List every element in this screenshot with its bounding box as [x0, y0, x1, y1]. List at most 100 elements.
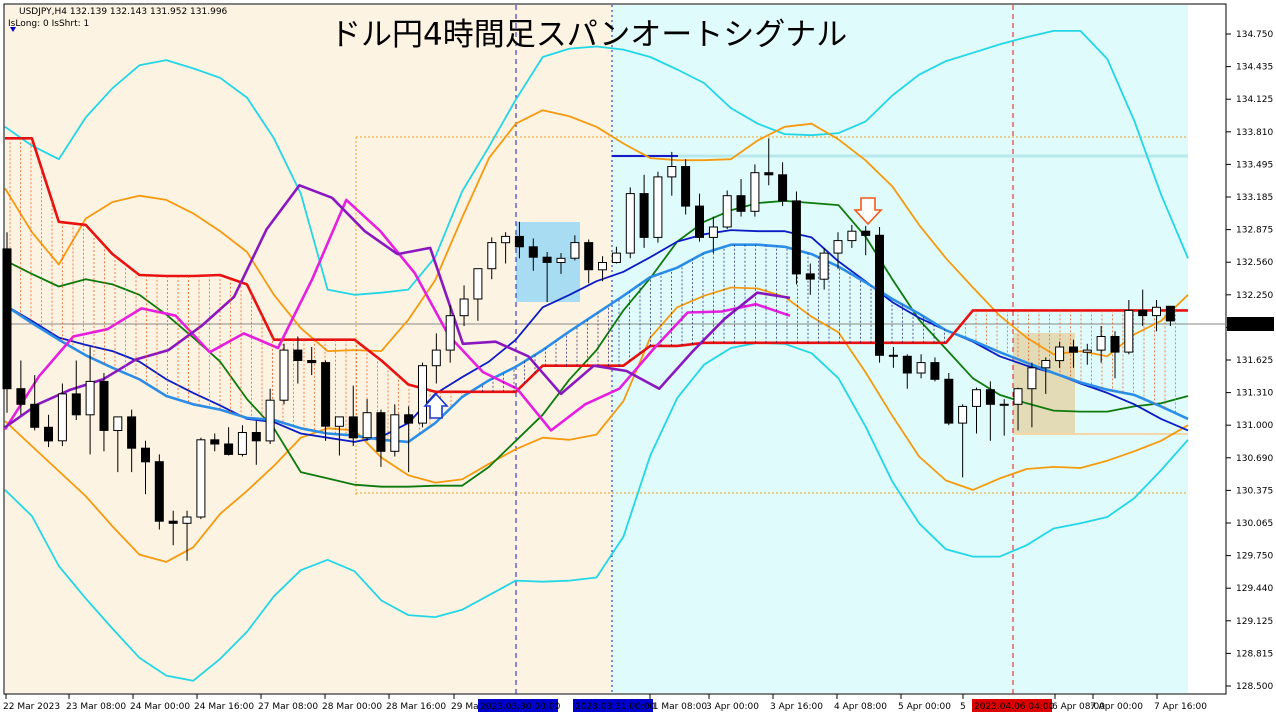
price-label: 134.435 — [1236, 63, 1273, 73]
zone-right — [612, 5, 1188, 693]
candle-body — [376, 412, 386, 452]
candle-body — [598, 262, 607, 271]
candle-body — [985, 389, 995, 405]
time-label: 27 Mar 08:00 — [258, 702, 318, 712]
candle-body — [334, 416, 344, 427]
series-orange-2 — [4, 109, 1189, 358]
price-label: 130.375 — [1236, 486, 1273, 496]
candle-body — [1041, 360, 1051, 369]
candle-body — [348, 416, 358, 439]
candle-body — [224, 443, 234, 455]
candle-body — [681, 166, 691, 207]
current-price-badge — [1227, 317, 1274, 331]
price-label: 130.690 — [1236, 454, 1273, 464]
candle-body — [418, 365, 427, 424]
candle-body — [958, 405, 968, 424]
candle-body — [1069, 346, 1078, 353]
candle-body — [196, 439, 206, 518]
candle-body — [805, 273, 815, 280]
series-purple-9 — [4, 184, 791, 429]
range-box-tan — [1013, 333, 1075, 434]
price-label: 131.625 — [1236, 356, 1273, 366]
candle-body — [833, 240, 843, 254]
candle-body — [30, 403, 40, 428]
candle-body — [930, 362, 940, 380]
time-label: 28 Mar 00:00 — [322, 702, 382, 712]
candle-body — [168, 520, 178, 524]
candle-body — [404, 414, 414, 424]
candle-body — [113, 416, 123, 431]
candle-body — [85, 380, 95, 416]
time-label: 3 Apr 00:00 — [706, 702, 759, 712]
candle-body — [293, 349, 303, 362]
candle-body — [542, 256, 552, 263]
candle-body — [141, 447, 150, 463]
candle-body — [487, 242, 497, 270]
candle-body — [528, 246, 538, 258]
time-label: 24 Mar 00:00 — [130, 702, 190, 712]
candle-body — [445, 315, 455, 351]
candle-body — [16, 388, 26, 405]
candle-body — [639, 193, 649, 238]
candle-body — [999, 403, 1009, 406]
time-badge — [573, 699, 653, 712]
candle-body — [944, 378, 954, 424]
candle-body — [514, 235, 524, 248]
time-badge — [478, 699, 558, 712]
candle-body — [279, 349, 289, 401]
price-label: 132.875 — [1236, 226, 1273, 236]
series-blue-5 — [4, 229, 1189, 443]
price-label: 131.310 — [1236, 389, 1273, 399]
candle-body — [1124, 309, 1134, 353]
price-label: 134.750 — [1236, 30, 1273, 40]
price-label: 134.125 — [1236, 95, 1273, 105]
candle-body — [321, 362, 331, 427]
candle-body — [307, 360, 317, 364]
chart-shift-icon[interactable] — [10, 27, 16, 32]
sell-arrow-icon — [853, 197, 883, 226]
signal-markers — [423, 197, 883, 419]
time-label: 4 Apr 08:00 — [834, 702, 887, 712]
time-label: 5 — [960, 702, 966, 712]
buy-arrow-icon — [423, 392, 449, 419]
time-badge-label: 2023.04.06 04:00 — [974, 702, 1055, 712]
price-label: 133.810 — [1236, 128, 1273, 138]
candle-body — [1082, 349, 1092, 353]
candle-body — [473, 268, 483, 300]
candle-body — [127, 416, 137, 449]
candle-body — [556, 257, 566, 263]
candle-body — [888, 354, 898, 357]
price-label: 132.560 — [1236, 258, 1273, 268]
time-label: 31 Mar 08:00 — [647, 702, 707, 712]
candle-body — [875, 234, 884, 356]
candle-body — [1110, 336, 1120, 353]
candle-body — [44, 426, 53, 442]
candle-body — [625, 193, 635, 254]
candle-body — [708, 226, 718, 238]
candle-body — [1055, 346, 1065, 362]
time-badge-label: 2023.03.30 00:00 — [480, 702, 561, 712]
time-label: 29 Mar — [451, 702, 483, 712]
candle-body — [750, 172, 760, 212]
time-label: 3 Apr 16:00 — [770, 702, 823, 712]
zone-left — [5, 5, 612, 693]
candle-body — [265, 399, 275, 442]
time-label: 24 Mar 16:00 — [194, 702, 254, 712]
candle-body — [251, 432, 261, 442]
candle-body — [390, 414, 400, 452]
candle-body — [847, 230, 857, 242]
candle-body — [71, 393, 81, 416]
indicator-lines — [3, 29, 1189, 682]
series-orange-3 — [4, 286, 1189, 563]
candle-body — [431, 349, 441, 367]
time-label: 23 Mar 08:00 — [66, 702, 126, 712]
candle-body — [667, 166, 677, 178]
time-label: 7 Apr 00:00 — [1090, 702, 1143, 712]
candle-body — [972, 389, 981, 407]
time-label: 22 Mar 2023 — [3, 702, 60, 712]
candle-body — [722, 195, 732, 228]
price-label: 128.815 — [1236, 649, 1273, 659]
candle-body — [611, 252, 621, 264]
price-label: 131.000 — [1236, 421, 1273, 431]
